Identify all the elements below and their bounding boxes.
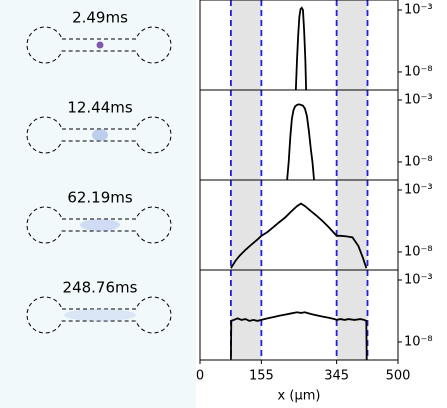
- shaded-region: [336, 0, 368, 90]
- profile-line: [286, 103, 315, 180]
- x-tick-label: 155: [249, 369, 274, 384]
- panel-title: 12.44ms: [67, 99, 133, 117]
- y-tick-label: 10⁻³: [404, 2, 433, 17]
- profile-line: [229, 311, 368, 360]
- y-tick-label: 10⁻³: [404, 92, 433, 107]
- shaded-region: [336, 90, 368, 180]
- y-tick-label: 10⁻⁸: [404, 154, 433, 169]
- y-tick-label: 10⁻⁸: [404, 244, 433, 259]
- panel-frame: [199, 269, 399, 361]
- y-tick-label: 10⁻⁸: [404, 334, 433, 349]
- panel-title: 62.19ms: [67, 189, 133, 207]
- y-tick-label: 10⁻³: [404, 272, 433, 287]
- channel-shape: [26, 296, 172, 334]
- particle-blob: [96, 41, 104, 49]
- channel-shape: [26, 116, 172, 154]
- channels: [26, 26, 172, 334]
- x-tick-label: 0: [196, 369, 204, 384]
- shaded-region: [336, 270, 368, 360]
- profile-line: [230, 202, 368, 269]
- particle-blob: [64, 309, 136, 321]
- particle-blob: [92, 129, 108, 141]
- shaded-region: [230, 0, 262, 90]
- panel-title: 248.76ms: [63, 279, 138, 297]
- left-panel-bg: [0, 0, 196, 408]
- shaded-region: [230, 270, 262, 360]
- x-axis-label: x (µm): [278, 389, 321, 404]
- particle-blob: [80, 219, 120, 231]
- profile-line: [294, 6, 308, 90]
- panel-title: 2.49ms: [72, 9, 128, 27]
- shaded-region: [230, 180, 262, 270]
- y-tick-label: 10⁻³: [404, 182, 433, 197]
- shaded-region: [230, 90, 262, 180]
- y-tick-label: 10⁻⁸: [404, 64, 433, 79]
- channel-shape: [26, 26, 172, 64]
- x-tick-label: 500: [386, 369, 411, 384]
- x-tick-label: 345: [324, 369, 349, 384]
- channel-shape: [26, 206, 172, 244]
